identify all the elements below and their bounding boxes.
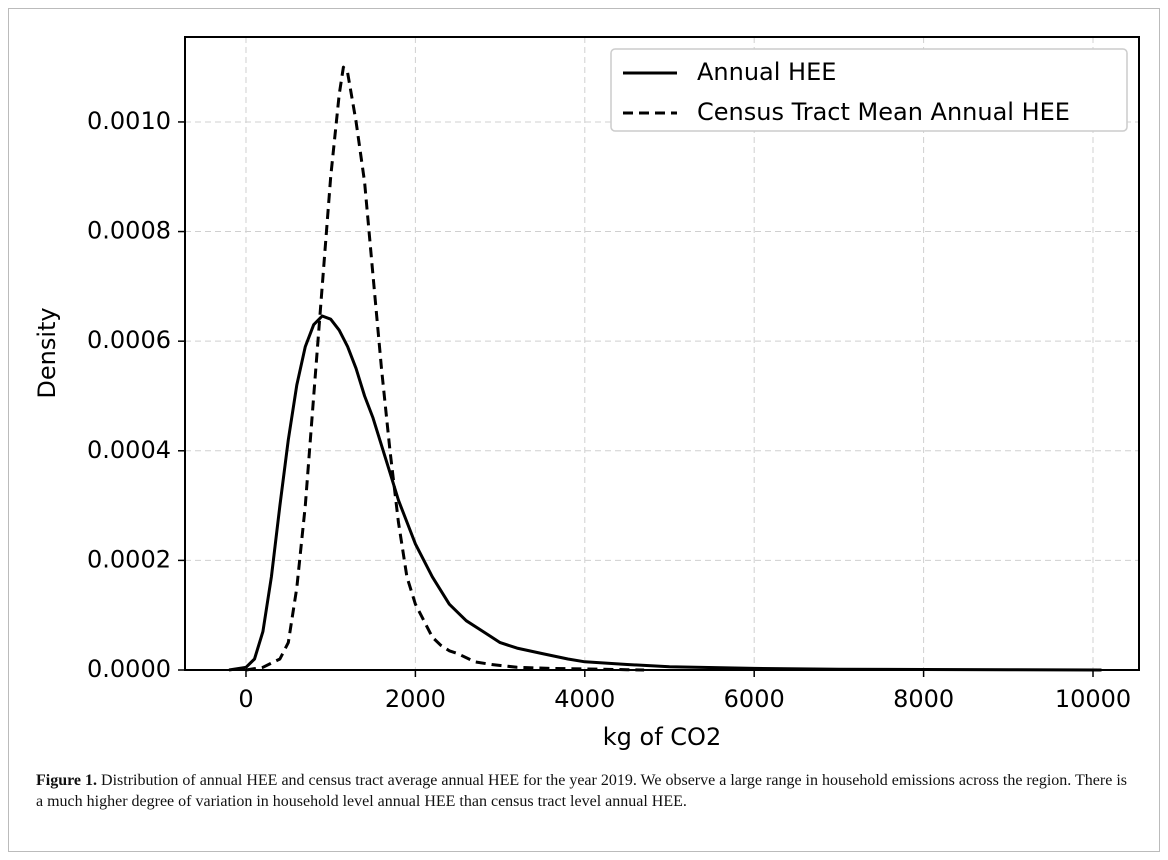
chart: kg of CO2 Density 0.0000 0.0002 0.0004 0.00… [33, 36, 1140, 751]
y-tick-label: 0.0006 [87, 326, 171, 354]
x-tick-label: 4000 [554, 685, 615, 713]
legend-label: Census Tract Mean Annual HEE [697, 98, 1070, 126]
y-tick-label: 0.0008 [87, 217, 171, 245]
legend-label: Annual HEE [697, 58, 836, 86]
y-tick-label: 0.0004 [87, 436, 171, 464]
x-tick-label: 8000 [893, 685, 954, 713]
figure-frame [8, 8, 1160, 852]
plot-frame [184, 36, 1140, 671]
y-tick-label: 0.0000 [87, 655, 171, 683]
x-tick-label: 6000 [724, 685, 785, 713]
caption-text: Distribution of annual HEE and census tr… [36, 772, 1127, 810]
x-tick-label: 0 [238, 685, 253, 713]
density-line [245, 65, 645, 672]
caption: Figure 1. Distribution of annual HEE and… [36, 770, 1136, 812]
legend-box [610, 48, 1128, 132]
caption-label: Figure 1. [36, 772, 98, 789]
y-axis-label: Density [33, 307, 61, 398]
density-line [228, 314, 1102, 672]
y-tick-label: 0.0010 [87, 107, 171, 135]
y-tick-label: 0.0002 [87, 545, 171, 573]
x-tick-label: 10000 [1055, 685, 1131, 713]
x-tick-label: 2000 [385, 685, 446, 713]
x-axis-label: kg of CO2 [603, 723, 721, 751]
